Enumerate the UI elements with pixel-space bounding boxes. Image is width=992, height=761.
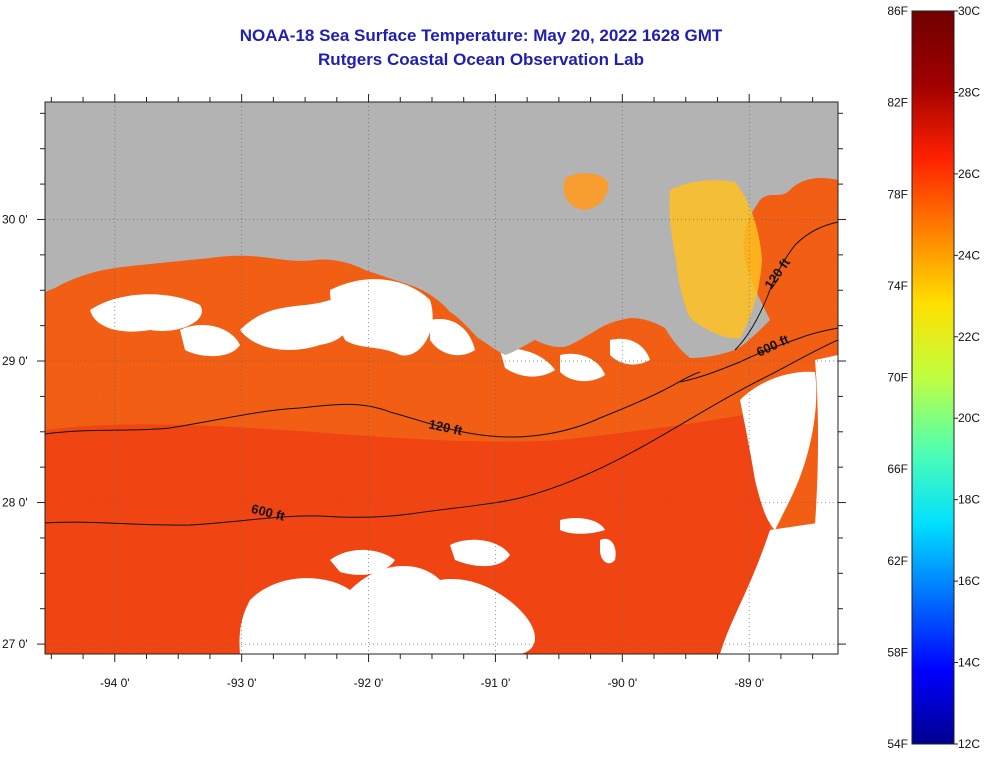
map-title: NOAA-18 Sea Surface Temperature: May 20,… [239, 26, 723, 45]
lat-tick-label: 27 0' [2, 637, 28, 651]
contour-600ft-west [45, 339, 838, 526]
warm-offshore-band [45, 410, 770, 654]
colorbar-gradient [911, 10, 955, 745]
map-subtitle: Rutgers Coastal Ocean Observation Lab [318, 50, 644, 69]
land-mass [45, 102, 838, 358]
celsius-label: 12C [958, 737, 980, 751]
colorbar-ticks [954, 10, 958, 745]
fahrenheit-label: 66F [887, 462, 908, 476]
latitude-labels: 30 0' 29 0' 28 0' 27 0' [2, 212, 28, 651]
fahrenheit-label: 70F [887, 371, 908, 385]
sound-patch [563, 173, 609, 210]
lat-tick-label: 30 0' [2, 212, 28, 226]
axis-ticks [37, 94, 846, 662]
fahrenheit-label: 78F [887, 187, 908, 201]
celsius-label: 26C [958, 167, 980, 181]
celsius-label: 24C [958, 248, 980, 262]
lat-tick-label: 29 0' [2, 354, 28, 368]
contour-120ft-delta [734, 221, 838, 351]
contour-label: 120 ft [427, 417, 464, 439]
graticule-lines [45, 102, 838, 654]
celsius-label: 22C [958, 330, 980, 344]
fahrenheit-labels: 86F 82F 78F 74F 70F 66F 62F 58F 54F [887, 4, 908, 751]
map-frame [44, 101, 839, 655]
lon-tick-label: -91 0' [481, 676, 511, 690]
longitude-labels: -94 0' -93 0' -92 0' -91 0' -90 0' -89 0' [100, 676, 764, 690]
lon-tick-label: -94 0' [100, 676, 130, 690]
lon-tick-label: -89 0' [734, 676, 764, 690]
celsius-label: 16C [958, 574, 980, 588]
fahrenheit-label: 58F [887, 645, 908, 659]
shallow-cool-water [669, 180, 762, 339]
fahrenheit-label: 54F [887, 737, 908, 751]
contour-600ft-delta [679, 327, 838, 383]
celsius-label: 14C [958, 656, 980, 670]
fahrenheit-label: 74F [887, 279, 908, 293]
fahrenheit-label: 62F [887, 554, 908, 568]
celsius-label: 18C [958, 493, 980, 507]
lon-tick-label: -93 0' [227, 676, 257, 690]
lon-tick-label: -92 0' [354, 676, 384, 690]
celsius-label: 30C [958, 4, 980, 18]
lat-tick-label: 28 0' [2, 496, 28, 510]
celsius-label: 28C [958, 85, 980, 99]
fahrenheit-label: 82F [887, 96, 908, 110]
lon-tick-label: -90 0' [607, 676, 637, 690]
celsius-label: 20C [958, 411, 980, 425]
contour-120ft-west [45, 371, 701, 438]
cloud-cover [90, 279, 838, 654]
celsius-labels: 30C 28C 26C 24C 22C 20C 18C 16C 14C 12C [958, 4, 980, 751]
fahrenheit-label: 86F [887, 4, 908, 18]
